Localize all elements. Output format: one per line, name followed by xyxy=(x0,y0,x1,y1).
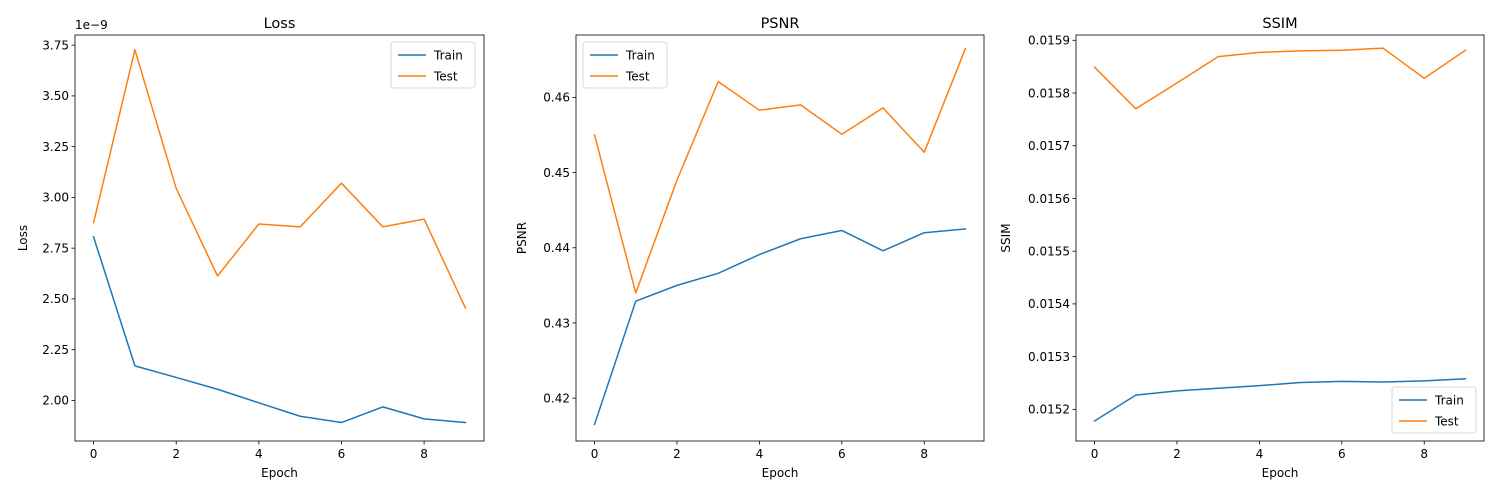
x-tick-label: 2 xyxy=(1173,447,1181,461)
chart-panel-loss: 0 2 4 6 8 2.00 2.25 2.50 2.75 3.00 3.25 3.50 3.75 Los… xyxy=(16,16,485,480)
chart-title: PSNR xyxy=(761,16,800,32)
y-tick-label: 0.44 xyxy=(543,241,570,255)
legend-label-test: Test xyxy=(1434,414,1459,428)
y-tick-label: 3.75 xyxy=(42,38,69,52)
y-tick-label: 0.0153 xyxy=(1028,350,1070,364)
y-tick-label: 3.25 xyxy=(42,140,69,154)
chart-title: SSIM xyxy=(1262,16,1297,32)
y-tick-label: 0.0152 xyxy=(1028,403,1070,417)
x-tick-label: 4 xyxy=(1256,447,1264,461)
legend: Train Test xyxy=(582,41,668,89)
x-tick-label: 0 xyxy=(591,447,599,461)
series-line-test xyxy=(1093,47,1467,110)
x-axis-label: Epoch xyxy=(1262,466,1299,480)
y-tick-label: 2.25 xyxy=(42,343,69,357)
legend: Train Test xyxy=(390,41,476,89)
x-tick-label: 6 xyxy=(1338,447,1346,461)
x-tick-label: 6 xyxy=(838,447,846,461)
y-axis-label: PSNR xyxy=(515,222,529,254)
series-line-test xyxy=(92,49,467,310)
x-tick-label: 8 xyxy=(920,447,928,461)
axes-frame xyxy=(575,34,985,442)
x-tick-label: 6 xyxy=(338,447,346,461)
y-tick-label: 0.43 xyxy=(543,316,570,330)
legend-label-train: Train xyxy=(1434,393,1464,407)
y-tick-label: 0.42 xyxy=(543,391,570,405)
x-tick-label: 2 xyxy=(172,447,180,461)
y-tick-label: 0.0159 xyxy=(1028,34,1070,48)
x-axis-label: Epoch xyxy=(762,466,799,480)
y-tick-label: 0.45 xyxy=(543,166,570,180)
y-offset-text: 1e−9 xyxy=(75,18,108,32)
x-tick-label: 2 xyxy=(673,447,681,461)
x-tick-label: 8 xyxy=(1420,447,1428,461)
x-tick-label: 4 xyxy=(756,447,764,461)
legend: Train Test xyxy=(1391,386,1477,434)
y-tick-label: 0.46 xyxy=(543,91,570,105)
y-tick-label: 2.00 xyxy=(42,394,69,408)
legend-label-train: Train xyxy=(433,48,463,62)
y-tick-label: 0.0154 xyxy=(1028,297,1070,311)
legend-label-train: Train xyxy=(625,48,655,62)
x-tick-label: 0 xyxy=(1091,447,1099,461)
y-tick-label: 3.50 xyxy=(42,89,69,103)
series-line-train xyxy=(593,228,967,426)
series-line-train xyxy=(92,236,467,424)
y-tick-label: 3.00 xyxy=(42,191,69,205)
y-tick-label: 0.0155 xyxy=(1028,244,1070,258)
y-axis-label: SSIM xyxy=(999,223,1013,252)
series-line-train xyxy=(1093,377,1467,422)
axes-frame xyxy=(1075,34,1485,442)
x-axis-label: Epoch xyxy=(261,466,298,480)
y-tick-label: 2.50 xyxy=(42,292,69,306)
chart-panel-ssim: 0 2 4 6 8 0.0152 0.0153 0.0154 0.0155 0.0156 0.015… xyxy=(999,16,1485,480)
x-tick-label: 0 xyxy=(90,447,98,461)
series-line-test xyxy=(593,47,967,294)
x-tick-label: 4 xyxy=(255,447,263,461)
y-tick-label: 0.0158 xyxy=(1028,86,1070,100)
legend-label-test: Test xyxy=(625,69,650,83)
x-tick-label: 8 xyxy=(420,447,428,461)
axes-frame xyxy=(74,34,485,442)
y-tick-label: 2.75 xyxy=(42,241,69,255)
chart-panel-psnr: 0 2 4 6 8 0.42 0.43 0.44 0.45 0.46 PSNR Epoch PSNR Tr… xyxy=(515,16,985,480)
y-axis-label: Loss xyxy=(16,225,30,251)
y-tick-label: 0.0156 xyxy=(1028,192,1070,206)
chart-title: Loss xyxy=(264,16,296,32)
y-tick-label: 0.0157 xyxy=(1028,139,1070,153)
legend-label-test: Test xyxy=(433,69,458,83)
